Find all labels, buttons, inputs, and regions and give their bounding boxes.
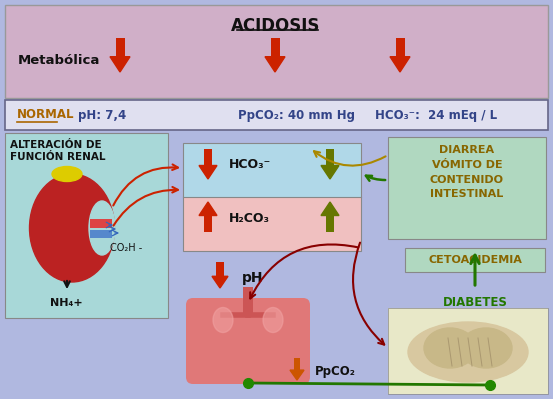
- Text: HCO₃⁻:  24 mEq / L: HCO₃⁻: 24 mEq / L: [375, 109, 497, 122]
- Bar: [183, 143, 361, 197]
- FancyBboxPatch shape: [186, 298, 248, 384]
- Bar: [405, 248, 545, 272]
- Bar: [204, 149, 212, 166]
- Polygon shape: [265, 57, 285, 72]
- Bar: [388, 308, 548, 394]
- Text: ACIDOSIS: ACIDOSIS: [231, 17, 321, 35]
- Bar: [388, 137, 546, 239]
- Bar: [5, 100, 548, 130]
- Bar: [388, 308, 548, 394]
- Ellipse shape: [213, 308, 233, 332]
- Polygon shape: [390, 57, 410, 72]
- Ellipse shape: [52, 166, 82, 182]
- Bar: [388, 137, 546, 239]
- Text: ALTERACIÓN DE: ALTERACIÓN DE: [10, 140, 102, 150]
- Ellipse shape: [424, 328, 476, 368]
- Bar: [243, 287, 253, 315]
- Text: HCO₃⁻: HCO₃⁻: [229, 158, 272, 172]
- Polygon shape: [110, 57, 130, 72]
- Text: CETOACIDEMIA: CETOACIDEMIA: [428, 255, 522, 265]
- Bar: [116, 38, 124, 57]
- Ellipse shape: [29, 174, 114, 282]
- Polygon shape: [321, 202, 339, 215]
- Bar: [326, 215, 334, 232]
- Text: NORMAL: NORMAL: [17, 109, 75, 122]
- Text: PpCO₂: 40 mm Hg: PpCO₂: 40 mm Hg: [238, 109, 355, 122]
- Text: NH₄+: NH₄+: [50, 298, 82, 308]
- Text: Metabólica: Metabólica: [18, 53, 101, 67]
- Bar: [294, 358, 300, 370]
- Ellipse shape: [89, 201, 115, 255]
- Bar: [5, 133, 168, 318]
- Text: CO₂H -: CO₂H -: [110, 243, 142, 253]
- Bar: [5, 5, 548, 98]
- Bar: [183, 197, 361, 251]
- Ellipse shape: [263, 308, 283, 332]
- Bar: [5, 100, 548, 130]
- Bar: [5, 133, 168, 318]
- Polygon shape: [199, 202, 217, 215]
- Text: pH: 7,4: pH: 7,4: [78, 109, 126, 122]
- Text: PpCO₂: PpCO₂: [315, 365, 356, 379]
- Text: pH: pH: [242, 271, 263, 285]
- Bar: [90, 230, 112, 238]
- Ellipse shape: [408, 322, 528, 382]
- Bar: [5, 5, 548, 98]
- Text: DIARREA
VÓMITO DE
CONTENIDO
INTESTINAL: DIARREA VÓMITO DE CONTENIDO INTESTINAL: [430, 145, 504, 200]
- Polygon shape: [321, 166, 339, 179]
- Polygon shape: [290, 370, 304, 380]
- Bar: [270, 38, 279, 57]
- Bar: [216, 262, 223, 276]
- Polygon shape: [199, 166, 217, 179]
- Text: DIABETES: DIABETES: [442, 296, 508, 309]
- Bar: [326, 149, 334, 166]
- Text: FUNCIÓN RENAL: FUNCIÓN RENAL: [10, 152, 106, 162]
- Polygon shape: [212, 276, 228, 288]
- Ellipse shape: [460, 328, 512, 368]
- Bar: [90, 219, 112, 228]
- Text: H₂CO₃: H₂CO₃: [229, 213, 270, 225]
- Bar: [183, 143, 361, 251]
- Bar: [204, 215, 212, 232]
- Bar: [395, 38, 404, 57]
- FancyBboxPatch shape: [248, 298, 310, 384]
- Bar: [405, 248, 545, 272]
